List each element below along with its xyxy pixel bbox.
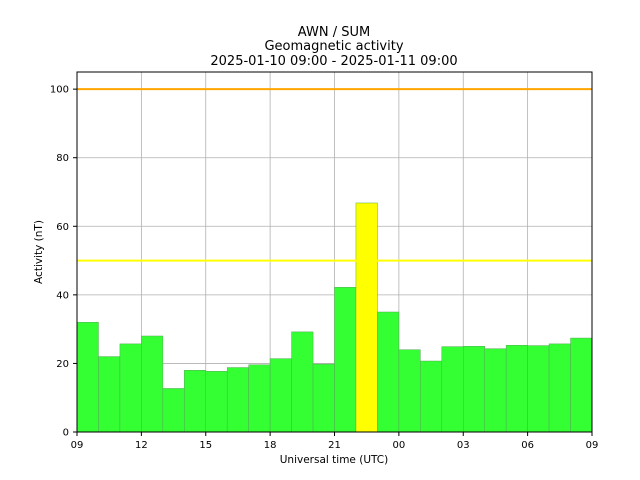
y-tick-label: 60 (56, 222, 69, 233)
y-tick-label: 40 (56, 290, 69, 301)
x-tick-label: 09 (586, 440, 599, 451)
y-tick-label: 20 (56, 359, 69, 370)
x-axis-label: Universal time (UTC) (280, 454, 388, 466)
y-axis-ticks: 0 20 40 60 80 100 (50, 85, 77, 439)
bar (355, 202, 378, 433)
bar (226, 367, 249, 433)
bar (269, 358, 292, 433)
bar (76, 322, 99, 433)
bar (291, 331, 314, 433)
x-tick-label: 06 (521, 440, 534, 451)
y-tick-label: 80 (56, 153, 69, 164)
x-tick-label: 09 (71, 440, 84, 451)
x-tick-label: 12 (135, 440, 148, 451)
title-line-3: 2025-01-10 09:00 - 2025-01-11 09:00 (210, 54, 457, 69)
x-tick-label: 15 (199, 440, 212, 451)
bar (505, 345, 528, 433)
bar (548, 343, 571, 433)
bar (312, 363, 335, 433)
bar (527, 345, 550, 433)
chart-title: AWN / SUM Geomagnetic activity 2025-01-1… (210, 25, 457, 69)
bar (248, 364, 271, 433)
bar (420, 360, 443, 433)
y-tick-label: 100 (50, 85, 69, 96)
x-tick-label: 03 (457, 440, 470, 451)
bar (141, 335, 164, 433)
threshold-lines (77, 88, 592, 262)
y-axis-label: Activity (nT) (33, 220, 45, 284)
bar (184, 370, 207, 433)
bar (205, 371, 228, 433)
bar (98, 356, 121, 433)
bar (398, 349, 421, 433)
x-tick-label: 00 (393, 440, 406, 451)
title-line-1: AWN / SUM (298, 25, 370, 40)
bar (570, 337, 593, 433)
bar (377, 311, 400, 433)
bars (76, 202, 593, 433)
bar (119, 343, 142, 433)
bar (334, 287, 357, 433)
x-tick-label: 18 (264, 440, 277, 451)
x-axis-ticks: 09 12 15 18 21 00 03 06 09 (71, 432, 599, 451)
bar (162, 388, 185, 433)
x-tick-label: 21 (328, 440, 341, 451)
bar (441, 346, 464, 433)
bar (484, 348, 507, 433)
title-line-2: Geomagnetic activity (264, 39, 403, 54)
y-tick-label: 0 (63, 428, 69, 439)
bar (463, 346, 485, 433)
